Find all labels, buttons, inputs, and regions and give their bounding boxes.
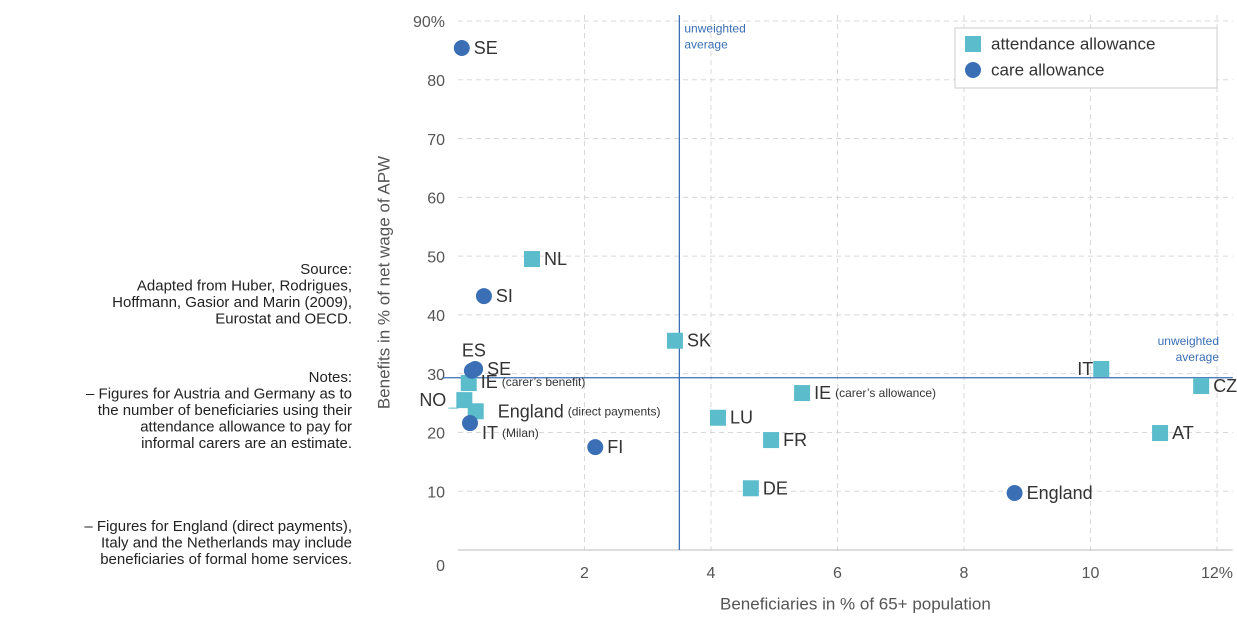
point-label-detail: (direct payments)	[568, 404, 661, 418]
side-note: Source:	[300, 261, 352, 278]
point-label: FI	[607, 437, 623, 457]
point-label-name: DE	[763, 478, 788, 498]
point-label: SE	[487, 359, 511, 379]
side-note: – Figures for England (direct payments),	[84, 518, 352, 535]
y-tick-label: 80	[427, 73, 445, 90]
side-note: the number of beneficiaries using their	[98, 402, 352, 419]
point	[709, 409, 726, 426]
side-note: attendance allowance to pay for	[140, 418, 352, 435]
point	[666, 332, 683, 349]
y-axis-title: Benefits in % of net wage of APW	[374, 156, 393, 409]
y-tick-label: 60	[427, 191, 445, 208]
y-tick-label: 70	[427, 132, 445, 149]
point	[742, 480, 759, 497]
point-label-name: IE	[814, 383, 831, 403]
side-note: Notes:	[309, 369, 352, 386]
reference-label: unweighted	[684, 21, 745, 35]
point-label-name: NL	[544, 249, 567, 269]
x-tick-label: 2	[580, 565, 589, 582]
x-tick-label: 6	[833, 565, 842, 582]
point-label: SI	[496, 286, 513, 306]
side-note: Italy and the Netherlands may include	[101, 534, 352, 551]
point-label: FR	[783, 430, 807, 450]
x-tick-label: 4	[707, 565, 716, 582]
point-label: SE	[474, 38, 498, 58]
legend-box	[954, 27, 1218, 89]
point-label-name: ES	[462, 340, 486, 360]
point	[587, 439, 604, 456]
side-note: – Figures for Austria and Germany as to	[86, 385, 352, 402]
point-label-name: SI	[496, 286, 513, 306]
y-tick-label: 20	[427, 426, 445, 443]
legend-label: attendance allowance	[991, 34, 1155, 53]
point-label: IT (Milan)	[482, 423, 539, 443]
y-tick-label: 30	[427, 367, 445, 384]
point-label-name: LU	[730, 407, 753, 427]
point-label: IE (carer’s benefit)	[481, 372, 586, 392]
point	[453, 40, 470, 57]
point	[1093, 360, 1110, 377]
y-tick-label: 0	[436, 558, 445, 575]
point	[524, 251, 541, 268]
point-label-name: SK	[687, 330, 711, 350]
legend-marker	[965, 36, 981, 52]
point	[460, 375, 477, 392]
point	[794, 385, 811, 402]
point-label: SK	[687, 330, 711, 350]
point-label: LU	[730, 407, 753, 427]
point-label-detail: (carer’s benefit)	[502, 375, 586, 389]
y-tick-label: 50	[427, 249, 445, 266]
side-note: beneficiaries of formal home services.	[100, 551, 352, 568]
point	[462, 415, 479, 432]
x-tick-label: 10	[1082, 565, 1100, 582]
point-label-name: SE	[474, 38, 498, 58]
side-note: informal carers are an estimate.	[141, 435, 352, 452]
reference-label: average	[684, 37, 728, 51]
point	[1006, 484, 1023, 501]
point-label: NO	[419, 390, 446, 410]
point-label-detail: (carer’s allowance)	[835, 386, 936, 400]
point	[475, 288, 492, 305]
point-label-name: FR	[783, 430, 807, 450]
point-label: NL	[544, 249, 567, 269]
y-tick-label: 90%	[413, 14, 445, 31]
point-label-name: NO	[419, 390, 446, 410]
point-label: England (direct payments)	[498, 401, 661, 421]
point-label-name: England	[1027, 483, 1093, 503]
legend-marker	[965, 62, 981, 78]
reference-label: average	[1176, 350, 1220, 364]
point-label-name: IT	[482, 423, 498, 443]
point-label: AT	[1172, 423, 1194, 443]
point-label: IE (carer’s allowance)	[814, 383, 936, 403]
reference-label: unweighted	[1158, 334, 1219, 348]
point-label-name: AT	[1172, 423, 1194, 443]
point	[1193, 378, 1210, 395]
point	[763, 432, 780, 449]
side-note: Adapted from Huber, Rodrigues,	[137, 277, 352, 294]
x-axis-title: Beneficiaries in % of 65+ population	[720, 594, 991, 613]
point-label-name: England	[498, 401, 564, 421]
point	[1152, 425, 1169, 442]
point-label-name: IE	[481, 372, 498, 392]
point-label: IT	[1077, 359, 1093, 379]
point-label-name: SE	[487, 359, 511, 379]
side-note: Eurostat and OECD.	[215, 310, 352, 327]
point-label-name: CZ	[1213, 376, 1237, 396]
x-tick-label: 12%	[1201, 565, 1233, 582]
point-label: England	[1027, 483, 1093, 503]
x-tick-label: 8	[960, 565, 969, 582]
y-tick-label: 10	[427, 484, 445, 501]
point	[467, 360, 484, 377]
point-label-name: IT	[1077, 359, 1093, 379]
point-label-detail: (Milan)	[502, 426, 539, 440]
point-label: ES	[462, 340, 486, 360]
point-label: DE	[763, 478, 788, 498]
y-tick-label: 40	[427, 308, 445, 325]
point-label-name: FI	[607, 437, 623, 457]
legend-label: care allowance	[991, 60, 1104, 79]
side-note: Hoffmann, Gasior and Marin (2009),	[112, 294, 352, 311]
point-label: CZ	[1213, 376, 1237, 396]
